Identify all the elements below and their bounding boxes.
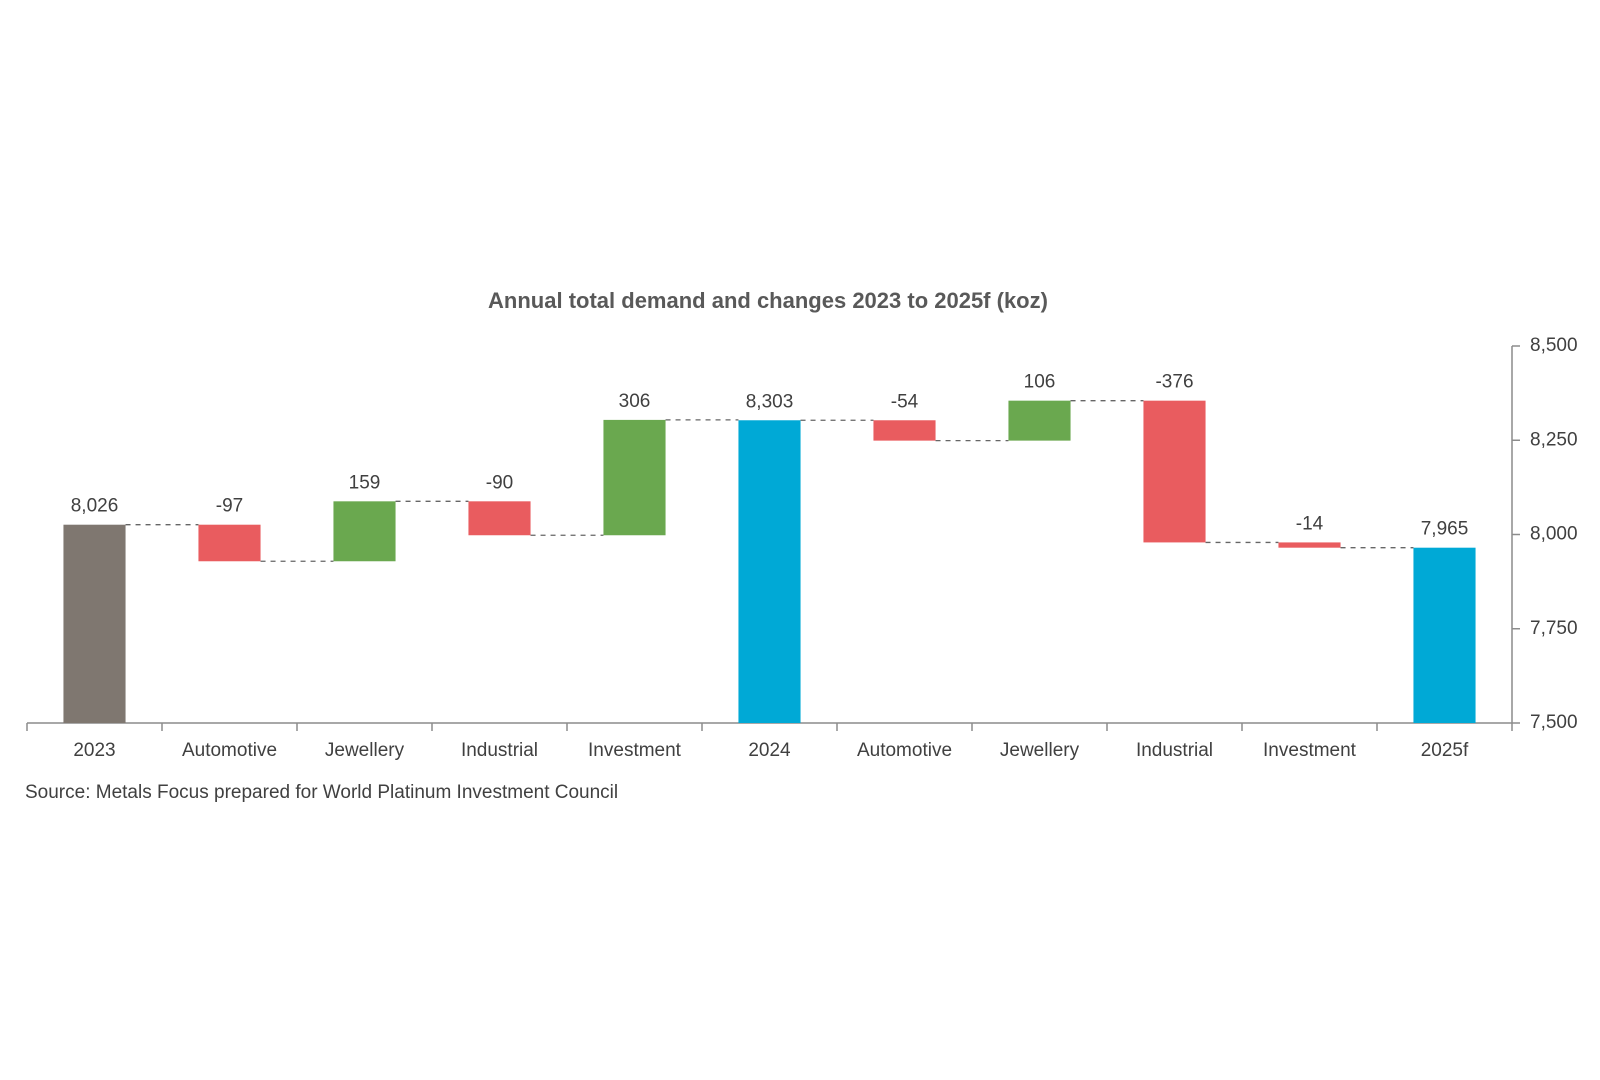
bar	[603, 419, 666, 536]
bar	[1413, 547, 1476, 723]
x-tick-label: Jewellery	[1000, 740, 1080, 761]
source-note: Source: Metals Focus prepared for World …	[25, 782, 618, 803]
x-tick-label: Industrial	[1136, 740, 1213, 761]
bar	[1143, 400, 1206, 543]
bar	[873, 420, 936, 441]
x-tick-label: Industrial	[461, 740, 538, 761]
x-tick-label: Automotive	[857, 740, 952, 761]
chart-title: Annual total demand and changes 2023 to …	[488, 288, 1048, 313]
bar	[468, 501, 531, 536]
y-tick-label: 8,000	[1530, 524, 1578, 545]
value-label: -54	[891, 391, 919, 412]
x-tick-label: Investment	[588, 740, 682, 761]
x-tick-label: Jewellery	[325, 740, 405, 761]
value-label: -376	[1155, 372, 1193, 393]
bar	[198, 524, 261, 562]
bar	[1008, 400, 1071, 441]
x-tick-label: Investment	[1263, 740, 1357, 761]
y-tick-label: 8,250	[1530, 429, 1578, 450]
bar	[738, 420, 801, 723]
value-label: 8,026	[71, 496, 119, 517]
value-label: 159	[349, 472, 381, 493]
bar	[63, 524, 126, 723]
y-tick-label: 7,750	[1530, 618, 1578, 639]
x-tick-label: 2023	[73, 740, 115, 761]
x-tick-label: 2025f	[1421, 740, 1469, 761]
value-label: 8,303	[746, 391, 794, 412]
value-label: -90	[486, 472, 513, 493]
value-label: 106	[1024, 372, 1056, 393]
value-label: 306	[619, 391, 651, 412]
y-tick-label: 7,500	[1530, 712, 1578, 733]
x-tick-label: 2024	[748, 740, 791, 761]
y-tick-label: 8,500	[1530, 335, 1578, 356]
value-label: 7,965	[1421, 519, 1469, 540]
value-label: -97	[216, 496, 243, 517]
bar	[1278, 542, 1341, 548]
bar	[333, 501, 396, 562]
value-label: -14	[1296, 513, 1324, 534]
x-tick-label: Automotive	[182, 740, 277, 761]
